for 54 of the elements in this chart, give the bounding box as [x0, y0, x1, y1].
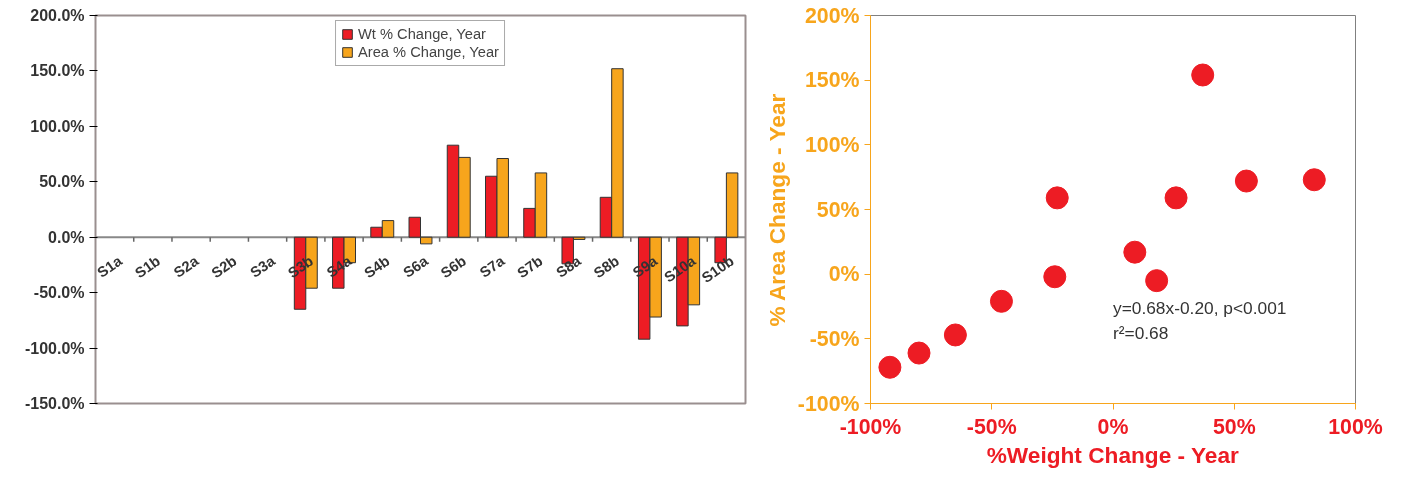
y-tick-label: -50%: [809, 326, 860, 351]
x-tick-label: S8a: [553, 252, 585, 281]
x-tick-label: S6a: [400, 252, 432, 281]
x-tick-label: S1a: [94, 252, 126, 281]
y-tick-label: 200%: [804, 3, 860, 28]
annotation: y=0.68x-0.20, p<0.001: [1113, 298, 1287, 319]
x-tick-label: S8b: [590, 252, 623, 282]
point: [907, 341, 931, 365]
x-tick-label: -50%: [966, 414, 1017, 439]
point: [943, 323, 967, 347]
point: [1145, 269, 1169, 293]
y-tick-label: 150%: [804, 68, 860, 93]
point: [1123, 240, 1147, 264]
x-tick-label: 50%: [1212, 414, 1256, 439]
x-tick-label: S1b: [131, 252, 164, 282]
point: [878, 355, 902, 379]
y-tick-label: 50.0%: [39, 173, 85, 191]
x-tick-label: S4b: [361, 252, 393, 282]
legend-label: Wt % Change, Year: [358, 26, 486, 42]
x-tick-label: S6b: [437, 252, 470, 282]
y-tick-label: -100.0%: [24, 339, 85, 357]
y-tick-label: 150.0%: [30, 62, 85, 80]
annotation: r²=0.68: [1113, 323, 1169, 344]
point: [1191, 63, 1215, 87]
x-tick-label: S9a: [629, 252, 661, 281]
x-axis-title: %Weight Change - Year: [986, 441, 1240, 468]
x-tick-label: S3b: [284, 252, 317, 282]
x-tick-label: -100%: [839, 414, 902, 439]
x-tick-label: 0%: [1097, 414, 1129, 439]
y-axis-title: % Area Change - Year: [763, 93, 790, 327]
x-tick-label: S2a: [170, 252, 203, 281]
x-tick-label: S10a: [661, 252, 700, 286]
y-tick-label: 100.0%: [30, 117, 85, 135]
x-tick-label: S10b: [698, 252, 737, 286]
x-tick-label: S2b: [208, 252, 240, 282]
point: [1043, 265, 1067, 289]
point: [1045, 186, 1069, 210]
point: [1234, 169, 1258, 193]
y-tick-label: 50%: [816, 197, 860, 222]
x-tick-label: 100%: [1328, 414, 1383, 439]
x-tick-label: S3a: [247, 252, 279, 281]
x-tick-label: S7a: [476, 252, 508, 281]
y-tick-label: -150.0%: [24, 395, 85, 412]
x-tick-label: S4a: [323, 252, 356, 281]
point: [1164, 186, 1188, 210]
y-tick-label: 200.0%: [30, 7, 85, 24]
point: [1302, 168, 1326, 192]
y-tick-label: -100%: [797, 391, 860, 416]
point: [989, 289, 1013, 313]
x-tick-label: S7b: [514, 252, 546, 282]
y-tick-label: 100%: [804, 132, 860, 157]
legend-label: Area % Change, Year: [358, 44, 499, 60]
y-tick-label: 0.0%: [48, 228, 85, 246]
y-tick-label: -50.0%: [33, 284, 85, 302]
